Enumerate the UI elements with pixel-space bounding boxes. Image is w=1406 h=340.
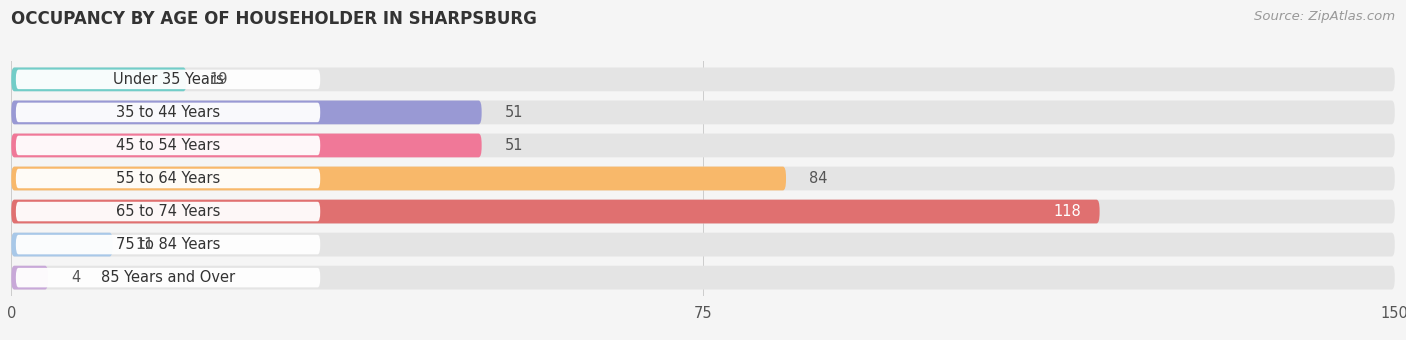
FancyBboxPatch shape [11,134,482,157]
FancyBboxPatch shape [11,233,112,256]
FancyBboxPatch shape [11,134,1395,157]
Text: 51: 51 [505,105,523,120]
Text: 75 to 84 Years: 75 to 84 Years [115,237,221,252]
Text: Source: ZipAtlas.com: Source: ZipAtlas.com [1254,10,1395,23]
Text: 118: 118 [1053,204,1081,219]
FancyBboxPatch shape [11,167,1395,190]
FancyBboxPatch shape [11,167,786,190]
FancyBboxPatch shape [11,266,48,290]
Text: OCCUPANCY BY AGE OF HOUSEHOLDER IN SHARPSBURG: OCCUPANCY BY AGE OF HOUSEHOLDER IN SHARP… [11,10,537,28]
Text: 65 to 74 Years: 65 to 74 Years [115,204,221,219]
FancyBboxPatch shape [15,202,321,221]
Text: 51: 51 [505,138,523,153]
Text: 55 to 64 Years: 55 to 64 Years [115,171,221,186]
FancyBboxPatch shape [15,235,321,254]
FancyBboxPatch shape [15,103,321,122]
FancyBboxPatch shape [15,169,321,188]
Text: 85 Years and Over: 85 Years and Over [101,270,235,285]
Text: 84: 84 [808,171,828,186]
Text: 19: 19 [209,72,228,87]
FancyBboxPatch shape [11,200,1099,223]
Text: 35 to 44 Years: 35 to 44 Years [115,105,221,120]
FancyBboxPatch shape [11,266,1395,290]
FancyBboxPatch shape [11,101,1395,124]
FancyBboxPatch shape [11,233,1395,256]
FancyBboxPatch shape [11,200,1395,223]
FancyBboxPatch shape [11,67,187,91]
Text: 11: 11 [136,237,155,252]
Text: Under 35 Years: Under 35 Years [112,72,224,87]
Text: 45 to 54 Years: 45 to 54 Years [115,138,221,153]
FancyBboxPatch shape [11,67,1395,91]
Text: 4: 4 [72,270,80,285]
FancyBboxPatch shape [15,136,321,155]
FancyBboxPatch shape [15,70,321,89]
FancyBboxPatch shape [15,268,321,287]
FancyBboxPatch shape [11,101,482,124]
